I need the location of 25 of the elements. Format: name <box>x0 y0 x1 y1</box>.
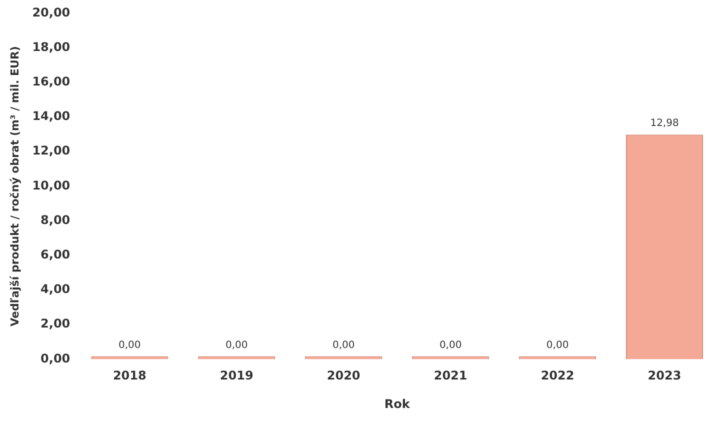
data-label: 12,98 <box>650 118 679 130</box>
data-label: 0,00 <box>118 340 141 351</box>
y-tick-label: 14,00 <box>32 109 70 124</box>
y-tick-label: 2,00 <box>40 316 70 331</box>
y-tick-label: 20,00 <box>32 5 70 20</box>
y-tick-label: 10,00 <box>32 178 70 192</box>
y-tick-label: 4,00 <box>40 282 70 296</box>
data-label: 0,00 <box>225 340 248 351</box>
x-tick-label: 2018 <box>112 368 146 383</box>
x-tick-label: 2019 <box>220 368 254 383</box>
y-tick-label: 16,00 <box>32 74 70 89</box>
y-tick-label: 12,00 <box>32 144 70 158</box>
data-label: 0,00 <box>332 340 355 351</box>
y-tick-label: 8,00 <box>40 212 70 227</box>
y-tick-label: 18,00 <box>32 40 70 54</box>
x-tick-label: 2022 <box>540 368 574 383</box>
x-tick-label: 2021 <box>434 368 468 383</box>
x-tick-label: 2020 <box>326 368 360 383</box>
x-tick-label: 2023 <box>648 368 682 383</box>
data-label: 0,00 <box>439 340 462 351</box>
y-axis-title: Vedľajší produkt / ročný obrat (m³ / mil. EUR) <box>8 46 22 326</box>
y-tick-label: 6,00 <box>40 248 70 262</box>
y-tick-label: 0,00 <box>40 351 70 366</box>
x-axis-title: Rok <box>384 396 411 411</box>
data-label: 0,00 <box>546 340 569 351</box>
